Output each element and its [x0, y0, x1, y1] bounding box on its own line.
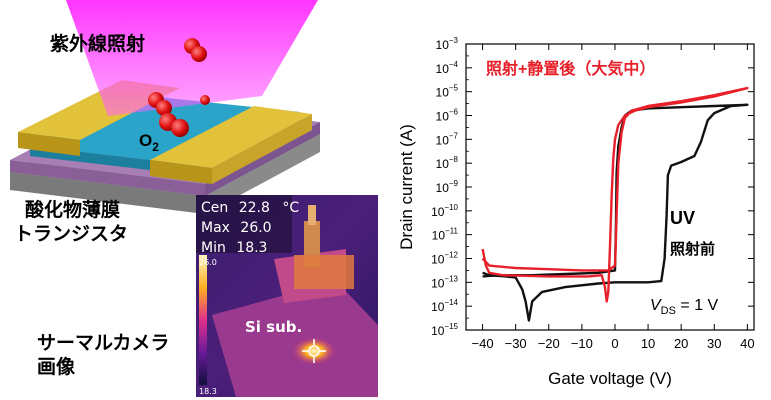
thermal-crosshair — [302, 339, 326, 363]
thermal-scale-bottom-label: 18.3 — [199, 387, 217, 396]
x-tick-label: −40 — [472, 336, 494, 351]
thermal-readout-max: Max 26.0 — [201, 220, 272, 236]
y-tick-label: 10−9 — [436, 179, 459, 195]
electrode-right — [150, 106, 312, 168]
o2-molecule-small — [200, 95, 210, 105]
y-tick-label: 10−13 — [431, 274, 458, 290]
thermal-cen-label: Cen — [201, 200, 229, 216]
y-tick-label: 10−7 — [436, 131, 459, 147]
y-tick-label: 10−4 — [436, 60, 459, 76]
uv-beam — [66, 0, 318, 116]
thermal-scale-bar — [199, 255, 207, 385]
o2-label: O2 — [139, 131, 159, 154]
thermal-camera-label-line2: 画像 — [37, 356, 76, 378]
oxide-tft-label-line1: 酸化物薄膜 — [25, 199, 121, 221]
thermal-cen-unit: °C — [282, 200, 300, 216]
electrode-left-front — [18, 132, 80, 156]
x-tick-label: 0 — [611, 336, 618, 351]
thermal-warm-block — [294, 255, 354, 289]
thermal-camera-label-line1: サーマルカメラ — [37, 332, 170, 354]
thermal-max-label: Max — [201, 220, 230, 236]
thermal-readout-cen: Cen 22.8 °C — [201, 200, 299, 216]
legend-red-label: 照射+静置後（大気中） — [486, 59, 655, 78]
thermal-readout-panel — [196, 195, 292, 253]
oxide-tft-label-line2: トランジスタ — [14, 223, 129, 245]
x-tick-label: 40 — [740, 336, 754, 351]
thermal-max-value: 26.0 — [240, 220, 272, 236]
o2-molecule-top-b — [191, 46, 207, 62]
plot-frame — [465, 43, 755, 331]
x-axis-label: Gate voltage (V) — [548, 369, 672, 388]
thermal-hotspot — [292, 337, 336, 365]
substrate-bottom-side — [205, 134, 320, 214]
x-tick-label: −20 — [538, 336, 560, 351]
y-tick-label: 10−15 — [431, 322, 458, 338]
substrate-bottom-front — [10, 172, 205, 214]
x-tick-label: 10 — [641, 336, 655, 351]
si-sub-label: Si sub. — [245, 318, 303, 336]
thermal-substrate — [212, 281, 378, 397]
vds-label: VDS = 1 V — [650, 297, 719, 317]
x-tick-label: −10 — [571, 336, 593, 351]
thermal-readout-min: Min 18.3 — [201, 240, 267, 256]
y-tick-label: 10−12 — [431, 251, 458, 267]
uv-irradiation-label: 紫外線照射 — [50, 33, 146, 55]
y-tick-label: 10−10 — [431, 203, 458, 219]
thermal-image — [196, 195, 378, 397]
y-tick-label: 10−3 — [436, 36, 459, 52]
thermal-min-label: Min — [201, 240, 226, 256]
thermal-cen-value: 22.8 — [238, 200, 270, 216]
annotation-before-irradiation: 照射前 — [670, 240, 715, 258]
transfer-curve-chart: 10−310−410−510−610−710−810−910−1010−1110… — [397, 36, 755, 388]
o2-molecule-surface-b — [171, 119, 189, 137]
y-tick-label: 10−11 — [432, 227, 459, 243]
y-tick-label: 10−6 — [436, 108, 459, 124]
insulator-front — [10, 160, 205, 196]
o2-molecule-mid-b — [156, 100, 172, 116]
x-tick-label: −30 — [505, 336, 527, 351]
y-axis-label: Drain current (A) — [397, 124, 416, 250]
device-illustration: O2 — [10, 0, 320, 214]
electrode-right-front — [150, 160, 212, 184]
thermal-min-value: 18.3 — [236, 240, 268, 256]
annotation-uv: UV — [670, 208, 695, 228]
y-tick-label: 10−14 — [431, 298, 458, 314]
x-tick-label: 20 — [674, 336, 688, 351]
series-line-after-irradiation — [481, 86, 749, 303]
x-tick-label: 30 — [707, 336, 721, 351]
thermal-scale-top-label: 26.0 — [199, 258, 217, 267]
y-tick-label: 10−5 — [436, 84, 459, 100]
thermal-probe-tip — [308, 205, 316, 225]
electrode-right-side — [212, 114, 312, 184]
y-tick-label: 10−8 — [436, 155, 459, 171]
